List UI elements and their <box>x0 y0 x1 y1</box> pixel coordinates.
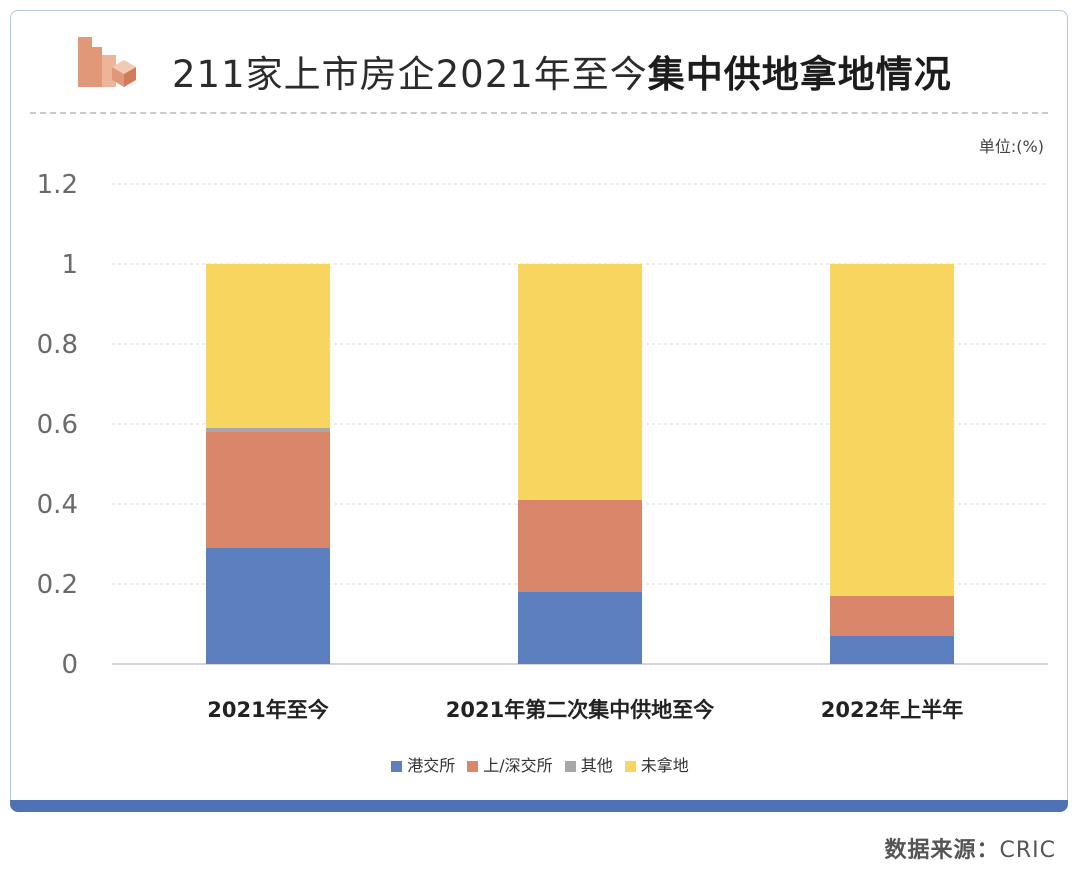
source-label: 数据来源： <box>884 838 1000 863</box>
legend-label: 港交所 <box>407 756 456 775</box>
y-tick-label: 0.6 <box>37 410 78 440</box>
chart-title-bold: 集中供地拿地情况 <box>647 53 952 96</box>
x-category-label: 2021年至今 <box>207 698 328 722</box>
legend-item: 其他 <box>564 752 613 776</box>
legend-label: 未拿地 <box>640 756 689 775</box>
x-category-label: 2021年第二次集中供地至今 <box>446 698 714 722</box>
legend-swatch <box>467 761 479 772</box>
legend-swatch <box>564 761 576 772</box>
bar-segment <box>830 636 954 664</box>
bar-segment <box>518 592 642 664</box>
chart-title: 211家上市房企2021年至今集中供地拿地情况 <box>172 44 952 100</box>
source-note: 数据来源：CRIC <box>884 832 1056 864</box>
legend-label: 上/深交所 <box>483 756 553 775</box>
legend-swatch <box>624 761 636 772</box>
bar-segment <box>518 264 642 500</box>
chart-legend: 港交所 上/深交所 其他 未拿地 <box>0 752 1080 776</box>
x-category-label: 2022年上半年 <box>821 698 963 722</box>
legend-item: 未拿地 <box>624 752 689 776</box>
unit-label: 单位:(%) <box>978 137 1044 156</box>
title-divider <box>30 112 1048 114</box>
bar-segment <box>206 432 330 548</box>
bar-segment <box>830 596 954 636</box>
y-tick-label: 0 <box>61 650 78 680</box>
bar-segment <box>206 548 330 664</box>
card-bottom-bar <box>10 800 1068 812</box>
bar-segment <box>206 428 330 432</box>
y-tick-label: 0.4 <box>37 490 78 520</box>
bar-segment <box>518 500 642 592</box>
y-tick-label: 1.2 <box>37 170 78 200</box>
legend-item: 上/深交所 <box>467 752 553 776</box>
bar-segment <box>206 264 330 428</box>
source-brand: CRIC <box>999 838 1056 863</box>
building-logo-icon <box>78 37 136 87</box>
chart-title-prefix: 211家上市房企2021年至今 <box>172 53 648 96</box>
legend-label: 其他 <box>580 756 613 775</box>
y-tick-label: 0.8 <box>37 330 78 360</box>
y-tick-label: 1 <box>61 250 78 280</box>
legend-swatch <box>391 761 403 772</box>
y-tick-label: 0.2 <box>37 570 78 600</box>
legend-item: 港交所 <box>391 752 455 776</box>
bar-segment <box>830 264 954 596</box>
